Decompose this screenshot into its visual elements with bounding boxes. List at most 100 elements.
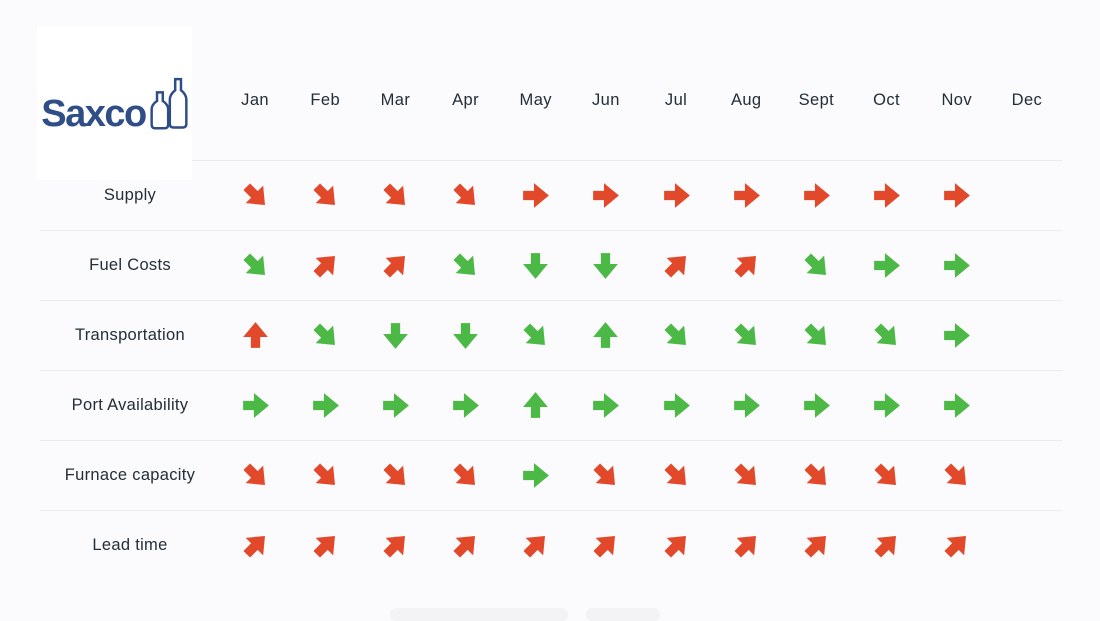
row-label: Lead time — [92, 536, 168, 554]
trend-arrow-right-icon — [804, 183, 830, 208]
trend-arrow-up-right-icon — [734, 256, 756, 278]
trend-cell — [851, 371, 921, 440]
trend-cell — [360, 441, 430, 510]
matrix-row-furnace-capacity: Furnace capacity — [40, 441, 1062, 511]
trend-cell — [430, 301, 500, 370]
row-label: Fuel Costs — [89, 256, 171, 274]
trend-arrow-right-icon — [383, 393, 409, 418]
trend-arrow-down-right-icon — [313, 463, 335, 485]
trend-arrow-down-right-icon — [664, 463, 686, 485]
trend-cell — [711, 301, 781, 370]
trend-cell — [851, 441, 921, 510]
trend-cell — [501, 441, 571, 510]
trend-cell — [922, 371, 992, 440]
trend-cell — [220, 371, 290, 440]
trend-arrow-up-right-icon — [383, 256, 405, 278]
trend-arrow-up-right-icon — [453, 536, 476, 558]
trend-arrow-down-right-icon — [804, 323, 826, 345]
row-label: Transportation — [75, 326, 185, 344]
trend-arrow-up-right-icon — [313, 256, 335, 278]
trend-arrow-up-right-icon — [664, 256, 686, 278]
trend-arrow-up-right-icon — [874, 536, 897, 558]
trend-cell — [641, 161, 711, 230]
trend-cell — [501, 511, 571, 580]
trend-arrow-down-right-icon — [874, 463, 897, 485]
trend-arrow-down-right-icon — [804, 253, 826, 275]
trend-cell — [360, 371, 430, 440]
trend-arrow-up-icon — [242, 322, 268, 348]
trend-arrow-down-icon — [453, 323, 478, 349]
trend-arrow-down-right-icon — [383, 463, 405, 485]
trend-cell — [641, 231, 711, 300]
column-header-jun: Jun — [592, 91, 620, 109]
matrix-row-port-availability: Port Availability — [40, 371, 1062, 441]
trend-cell — [501, 161, 571, 230]
trend-cell — [430, 511, 500, 580]
trend-arrow-down-right-icon — [243, 253, 265, 275]
trend-arrow-up-right-icon — [243, 536, 265, 558]
trend-arrow-down-icon — [383, 323, 408, 349]
trend-cell — [992, 161, 1062, 230]
trend-arrow-down-icon — [523, 253, 549, 279]
trend-cell — [360, 231, 430, 300]
trend-cell — [781, 441, 851, 510]
trend-arrow-down-right-icon — [313, 183, 335, 205]
matrix-row-transportation: Transportation — [40, 301, 1062, 371]
trend-cell — [430, 231, 500, 300]
trend-arrow-right-icon — [874, 393, 900, 418]
trend-cell — [851, 231, 921, 300]
month-header-row: Jan Feb Mar Apr May Jun Jul Aug Sept Oct Nov Dec — [220, 91, 1062, 110]
trend-arrow-right-icon — [242, 393, 269, 418]
trend-arrow-up-right-icon — [313, 536, 335, 558]
trend-arrow-right-icon — [312, 393, 339, 418]
matrix-body: Supply Fuel Costs Transportation Port Avail… — [40, 160, 1062, 580]
trend-arrow-down-right-icon — [453, 183, 476, 205]
row-label: Furnace capacity — [64, 466, 196, 484]
trend-cell — [922, 441, 992, 510]
trend-arrow-down-right-icon — [523, 323, 546, 345]
trend-cell — [711, 511, 781, 580]
trend-arrow-up-right-icon — [593, 536, 616, 558]
trend-cell — [781, 301, 851, 370]
trend-cell — [501, 301, 571, 370]
trend-arrow-down-right-icon — [313, 323, 335, 345]
column-header-apr: Apr — [452, 91, 480, 109]
matrix-row-fuel-costs: Fuel Costs — [40, 231, 1062, 301]
trend-cell — [641, 301, 711, 370]
column-header-jan: Jan — [241, 91, 269, 109]
trend-cell — [290, 371, 360, 440]
trend-cell — [851, 301, 921, 370]
trend-arrow-right-icon — [874, 183, 900, 208]
trend-arrow-down-right-icon — [453, 253, 476, 275]
trend-cell — [922, 511, 992, 580]
trend-arrow-up-right-icon — [944, 536, 967, 558]
trend-arrow-down-right-icon — [383, 183, 405, 205]
trend-arrow-right-icon — [944, 183, 971, 208]
trend-cell — [360, 511, 430, 580]
trend-arrow-right-icon — [944, 253, 971, 278]
matrix-row-lead-time: Lead time — [40, 511, 1062, 580]
trend-cell — [711, 161, 781, 230]
trend-cell — [641, 441, 711, 510]
trend-arrow-down-right-icon — [734, 323, 756, 345]
trend-cell — [360, 301, 430, 370]
trend-cell — [290, 511, 360, 580]
trend-arrow-right-icon — [663, 393, 690, 418]
trend-cell — [220, 301, 290, 370]
trend-cell — [922, 301, 992, 370]
trend-cell — [992, 231, 1062, 300]
trend-arrow-right-icon — [733, 183, 760, 208]
trend-arrow-down-right-icon — [243, 183, 265, 205]
trend-arrow-right-icon — [944, 323, 971, 348]
trend-cell — [220, 231, 290, 300]
trend-cell — [922, 231, 992, 300]
trend-cell — [571, 371, 641, 440]
trend-cell — [501, 371, 571, 440]
trend-cell — [290, 161, 360, 230]
row-label: Supply — [103, 186, 157, 204]
trend-arrow-down-right-icon — [734, 463, 756, 485]
trend-cell — [360, 161, 430, 230]
column-header-oct: Oct — [873, 91, 900, 109]
matrix-row-supply: Supply — [40, 160, 1062, 231]
trend-cell — [711, 441, 781, 510]
